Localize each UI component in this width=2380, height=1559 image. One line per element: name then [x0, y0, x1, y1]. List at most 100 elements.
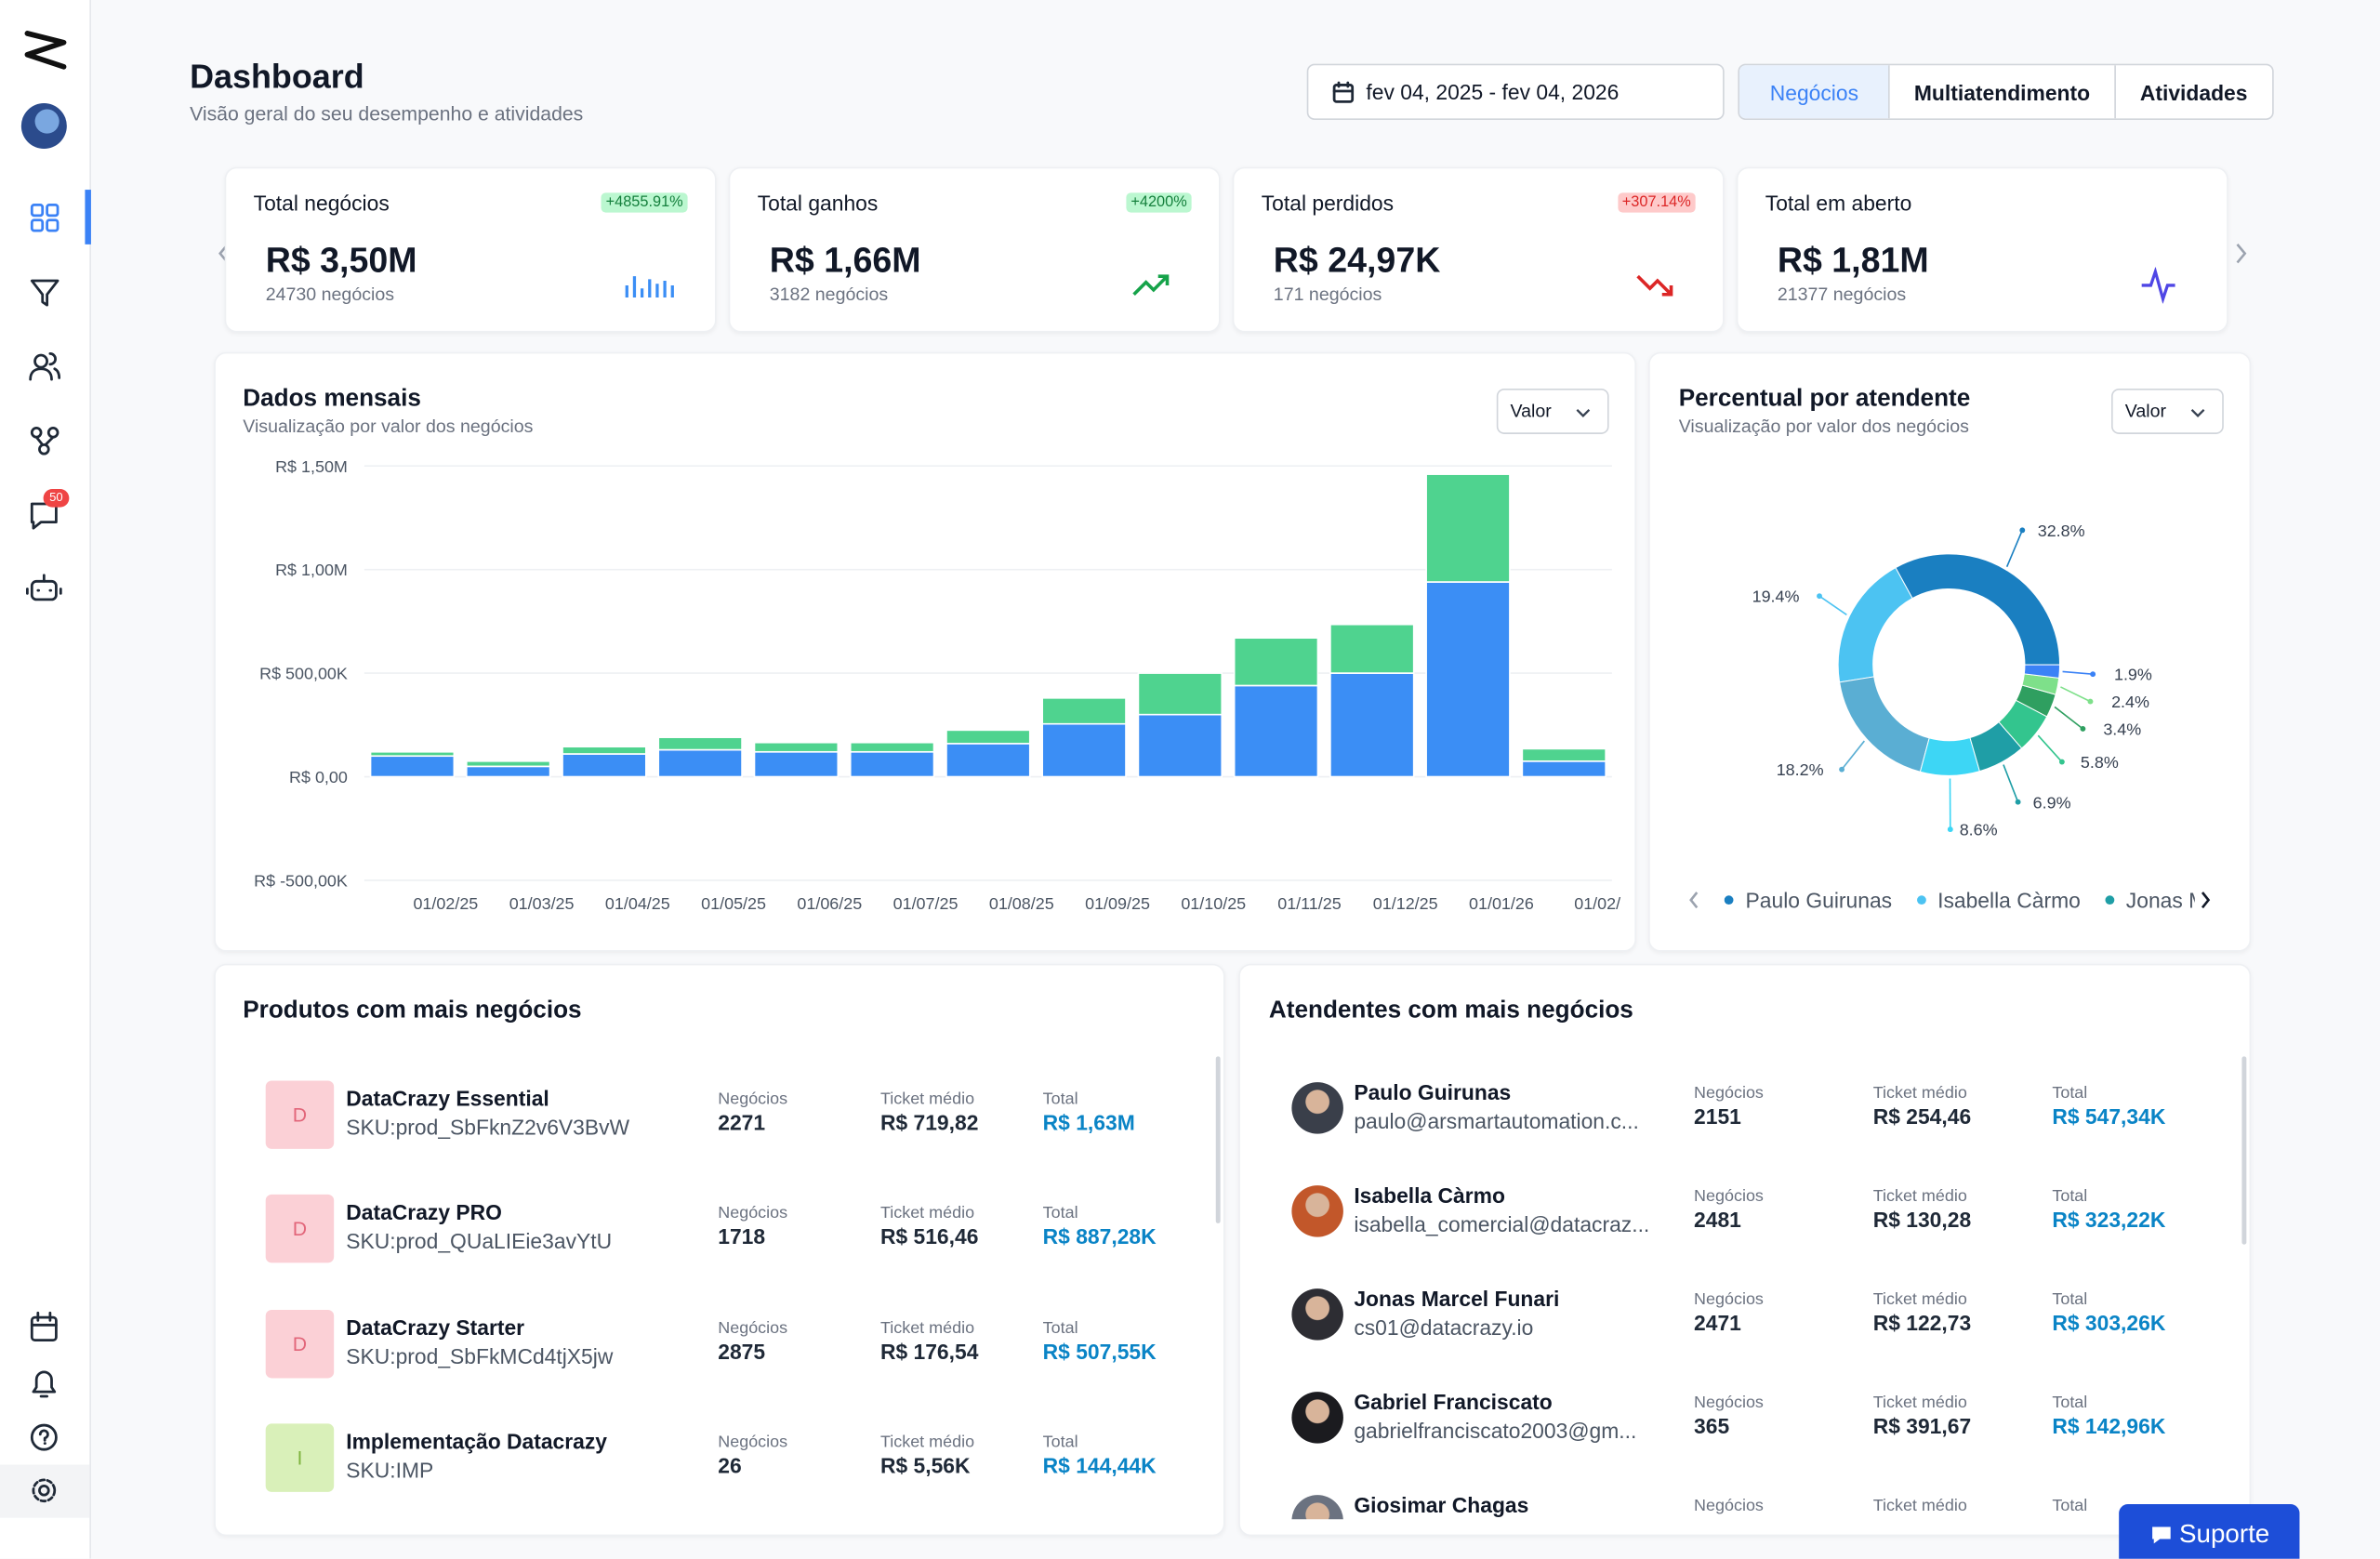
bar-segment — [371, 756, 455, 776]
bar-segment — [371, 752, 455, 756]
agent-name: Gabriel Franciscato — [1354, 1390, 1552, 1415]
cell-ticket: R$ 516,46 — [880, 1224, 978, 1249]
tab[interactable]: Multiatendimento — [1889, 65, 2114, 118]
bar-segment — [1330, 625, 1414, 673]
y-tick-label: R$ 0,00 — [289, 768, 348, 786]
cell-ticket: R$ 254,46 — [1873, 1104, 1971, 1130]
bar-segment — [1138, 673, 1222, 715]
slice-label: 2.4% — [2111, 693, 2149, 711]
legend-swatch — [2105, 895, 2114, 905]
x-tick-label: 01/11/25 — [1277, 894, 1342, 913]
icon-path — [31, 369, 52, 379]
icon-rect — [85, 190, 91, 244]
column-header: Total — [1043, 1204, 1078, 1224]
support-label: Suporte — [2179, 1519, 2269, 1550]
product-name: Implementação Datacrazy — [346, 1429, 607, 1454]
cell-total: R$ 142,96K — [2052, 1414, 2165, 1439]
slice-label: 5.8% — [2081, 753, 2119, 772]
carousel-arrow[interactable] — [2231, 242, 2250, 266]
leader-line — [2003, 765, 2018, 802]
legend-arrow[interactable] — [1686, 890, 1701, 911]
leader-dot — [1817, 593, 1822, 599]
kpi-change: +4200% — [1126, 192, 1191, 212]
legend-item[interactable]: Isabella Càrmo — [1916, 888, 2081, 912]
sidebar-icons — [0, 0, 91, 1559]
cell-deals: 365 — [1694, 1414, 1729, 1439]
cell-deals: 26 — [718, 1453, 741, 1478]
support-button[interactable]: Suporte — [2119, 1504, 2299, 1559]
kpi-value: R$ 1,81M — [1778, 240, 1929, 282]
icon-rect — [32, 1317, 56, 1340]
cell-total: R$ 323,22K — [2052, 1208, 2165, 1233]
product-name: DataCrazy Essential — [346, 1086, 549, 1111]
icon-rect — [32, 220, 42, 231]
legend-label: Jonas Marcel Funari — [2126, 888, 2195, 912]
date-picker[interactable]: fev 04, 2025 - fev 04, 2026 — [1307, 64, 1725, 120]
leader-dot — [2016, 799, 2021, 805]
leader-dot — [2059, 760, 2065, 765]
x-tick-label: 01/04/25 — [605, 894, 670, 913]
tab[interactable]: Atividades — [2114, 65, 2272, 118]
donut-slice — [1896, 554, 2060, 665]
column-header: Negócios — [718, 1433, 787, 1454]
kpi-count: 24730 negócios — [266, 284, 394, 305]
column-header: Total — [1043, 1433, 1078, 1454]
bar-segment — [754, 752, 838, 777]
bar-segment — [1235, 638, 1318, 685]
legend-item[interactable]: Paulo Guirunas — [1725, 888, 1892, 912]
x-tick-label: 01/05/25 — [701, 894, 766, 913]
column-header: Negócios — [718, 1090, 787, 1111]
y-tick-label: R$ 1,00M — [275, 561, 348, 579]
x-tick-label: 01/09/25 — [1085, 894, 1150, 913]
column-header: Total — [2052, 1497, 2087, 1517]
scrollbar — [1216, 1056, 1221, 1223]
agent-avatar — [1291, 1082, 1343, 1134]
legend-swatch — [1725, 895, 1734, 905]
icon-circle — [48, 428, 58, 437]
icon-svg — [2149, 1523, 2173, 1547]
icon-circle — [32, 428, 41, 437]
kpi-label: Total negócios — [254, 191, 390, 216]
legend-item[interactable]: Jonas Marcel Funari — [2105, 888, 2195, 912]
agent-avatar — [1291, 1495, 1343, 1519]
kpi-label: Total ganhos — [758, 191, 879, 216]
agent-email: paulo@arsmartautomation.c... — [1354, 1109, 1639, 1134]
slice-label: 1.9% — [2114, 666, 2152, 684]
agent-email: isabella_comercial@datacraz... — [1354, 1212, 1649, 1237]
kpi-count: 3182 negócios — [770, 284, 888, 305]
cell-ticket: R$ 176,54 — [880, 1340, 978, 1365]
bar-segment — [1522, 748, 1606, 760]
tab[interactable]: Negócios — [1739, 65, 1889, 118]
x-tick-label: 01/03/25 — [509, 894, 575, 913]
date-range: fev 04, 2025 - fev 04, 2026 — [1366, 80, 1619, 105]
column-header: Total — [2052, 1187, 2087, 1208]
leader-dot — [2090, 671, 2096, 677]
column-header: Negócios — [1694, 1497, 1764, 1517]
legend: Paulo Guirunas Isabella Càrmo Jonas Marcel… — [1725, 885, 2195, 916]
slice-label: 3.4% — [2103, 720, 2141, 739]
y-tick-label: R$ -500,00K — [254, 871, 348, 890]
column-header: Total — [2052, 1394, 2087, 1414]
slice-label: 18.2% — [1777, 760, 1824, 779]
bar-segment — [946, 744, 1030, 777]
legend-arrow[interactable] — [2198, 890, 2213, 911]
product-icon: D — [266, 1195, 334, 1262]
icon-circle — [35, 355, 47, 367]
icon-path — [1134, 276, 1168, 295]
chat-badge: 50 — [44, 489, 70, 507]
bar-segment — [1426, 582, 1510, 776]
x-tick-label: 01/02/25 — [413, 894, 478, 913]
bar-segment — [1235, 685, 1318, 776]
icon-rect — [47, 205, 58, 215]
section-title: Atendentes com mais negócios — [1269, 997, 1633, 1025]
bar-segment — [1042, 698, 1126, 724]
cell-deals: 2875 — [718, 1340, 765, 1365]
icon-rect — [32, 581, 56, 600]
